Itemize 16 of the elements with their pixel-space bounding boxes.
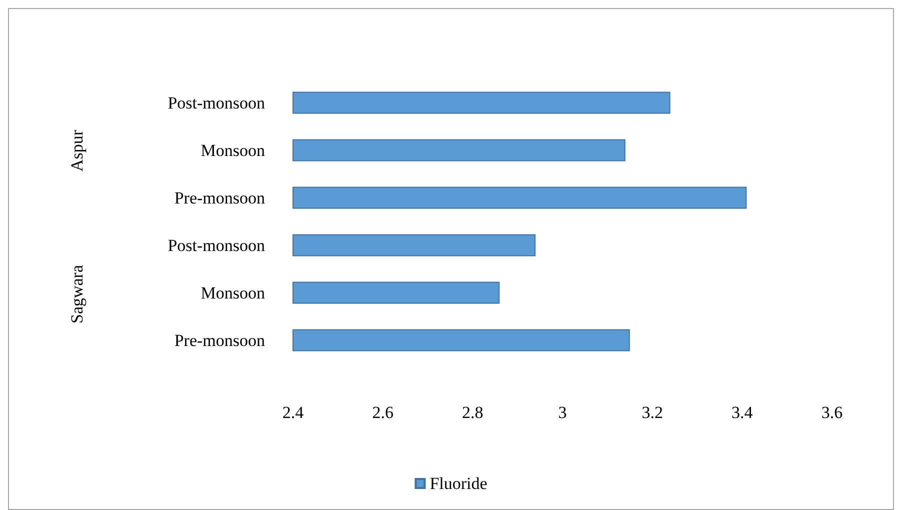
legend-label: Fluoride <box>430 474 488 493</box>
x-tick-label: 2.4 <box>282 403 304 422</box>
x-tick-label: 2.6 <box>372 403 394 422</box>
y-tick-label: Monsoon <box>200 140 266 160</box>
text: Aspur <box>68 130 86 172</box>
x-tick-label: 3 <box>558 403 567 422</box>
y-tick-label: Post-monsoon <box>168 93 266 112</box>
x-tick-label: 3.2 <box>642 403 663 422</box>
y-tick-label: Post-monsoon <box>168 236 266 255</box>
x-tick-label: 3.4 <box>732 403 754 422</box>
y-tick-label: Pre-monsoon <box>174 188 266 208</box>
x-tick-label: 2.8 <box>462 403 484 422</box>
x-tick-label: 3.6 <box>821 403 843 422</box>
y-tick-label: Pre-monsoon <box>174 330 266 350</box>
y-tick-label: Monsoon <box>200 283 266 302</box>
text: Sagwara <box>68 264 86 324</box>
